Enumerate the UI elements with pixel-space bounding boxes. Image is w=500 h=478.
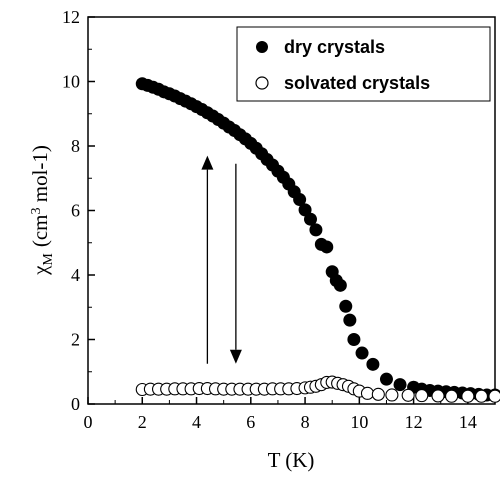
data-point-solvated-crystals	[415, 389, 429, 403]
y-tick-label: 8	[71, 136, 80, 156]
x-tick-label: 14	[459, 412, 477, 432]
x-tick-label: 6	[246, 412, 255, 432]
x-tick-label: 4	[192, 412, 201, 432]
x-tick-label: 8	[301, 412, 310, 432]
data-point-solvated-crystals	[445, 389, 459, 403]
x-tick-label: 12	[405, 412, 423, 432]
legend-marker-dry	[256, 41, 268, 53]
x-axis-title: T (K)	[268, 448, 315, 472]
data-point-solvated-crystals	[371, 387, 385, 401]
arrow-down-icon	[229, 349, 242, 364]
x-tick-label: 10	[350, 412, 368, 432]
legend-marker-solvated	[255, 76, 269, 90]
y-axis-title: χM (cm3 mol-1)	[28, 145, 56, 276]
data-point-solvated-crystals	[385, 388, 399, 402]
data-point-dry-crystals	[343, 313, 357, 327]
data-point-solvated-crystals	[474, 389, 488, 403]
legend-box	[236, 26, 491, 102]
data-point-dry-crystals	[333, 278, 347, 292]
x-tick-label: 2	[138, 412, 147, 432]
legend-label-dry: dry crystals	[284, 37, 385, 57]
data-point-dry-crystals	[320, 240, 334, 254]
data-point-dry-crystals	[366, 357, 380, 371]
data-point-solvated-crystals	[488, 389, 500, 403]
data-point-solvated-crystals	[461, 389, 475, 403]
data-point-dry-crystals	[339, 299, 353, 313]
y-tick-label: 4	[71, 265, 80, 285]
y-axis-symbol: χ	[28, 265, 52, 276]
y-axis-unit-start: (cm	[28, 214, 52, 247]
y-tick-label: 2	[71, 330, 80, 350]
data-point-solvated-crystals	[401, 388, 415, 402]
data-point-dry-crystals	[393, 378, 407, 392]
x-axis-ticks: 0 2 4 6 8 10 12 14	[84, 397, 477, 432]
data-point-dry-crystals	[309, 223, 323, 237]
legend-label-solvated: solvated crystals	[284, 73, 430, 93]
data-series	[135, 77, 500, 403]
y-tick-label: 6	[71, 201, 80, 221]
data-point-dry-crystals	[379, 372, 393, 386]
annotation-arrows	[201, 155, 242, 364]
y-axis-symbol-sub: M	[41, 253, 56, 266]
y-tick-label: 12	[62, 7, 80, 27]
y-axis-ticks: 0 2 4 6 8 10 12	[62, 7, 95, 414]
y-tick-label: 0	[71, 394, 80, 414]
y-axis-unit-exp: 3	[29, 207, 44, 214]
data-point-dry-crystals	[355, 346, 369, 360]
data-point-solvated-crystals	[431, 389, 445, 403]
data-point-dry-crystals	[347, 333, 361, 346]
legend: dry crystals solvated crystals	[236, 26, 491, 102]
data-point-solvated-crystals	[360, 386, 375, 400]
y-tick-label: 10	[62, 72, 80, 92]
data-point-dry-crystals	[303, 212, 317, 226]
arrow-up-icon	[201, 155, 214, 170]
x-tick-label: 0	[84, 412, 93, 432]
y-axis-unit-end: mol-1)	[28, 145, 52, 207]
data-point-dry-crystals	[293, 193, 307, 207]
